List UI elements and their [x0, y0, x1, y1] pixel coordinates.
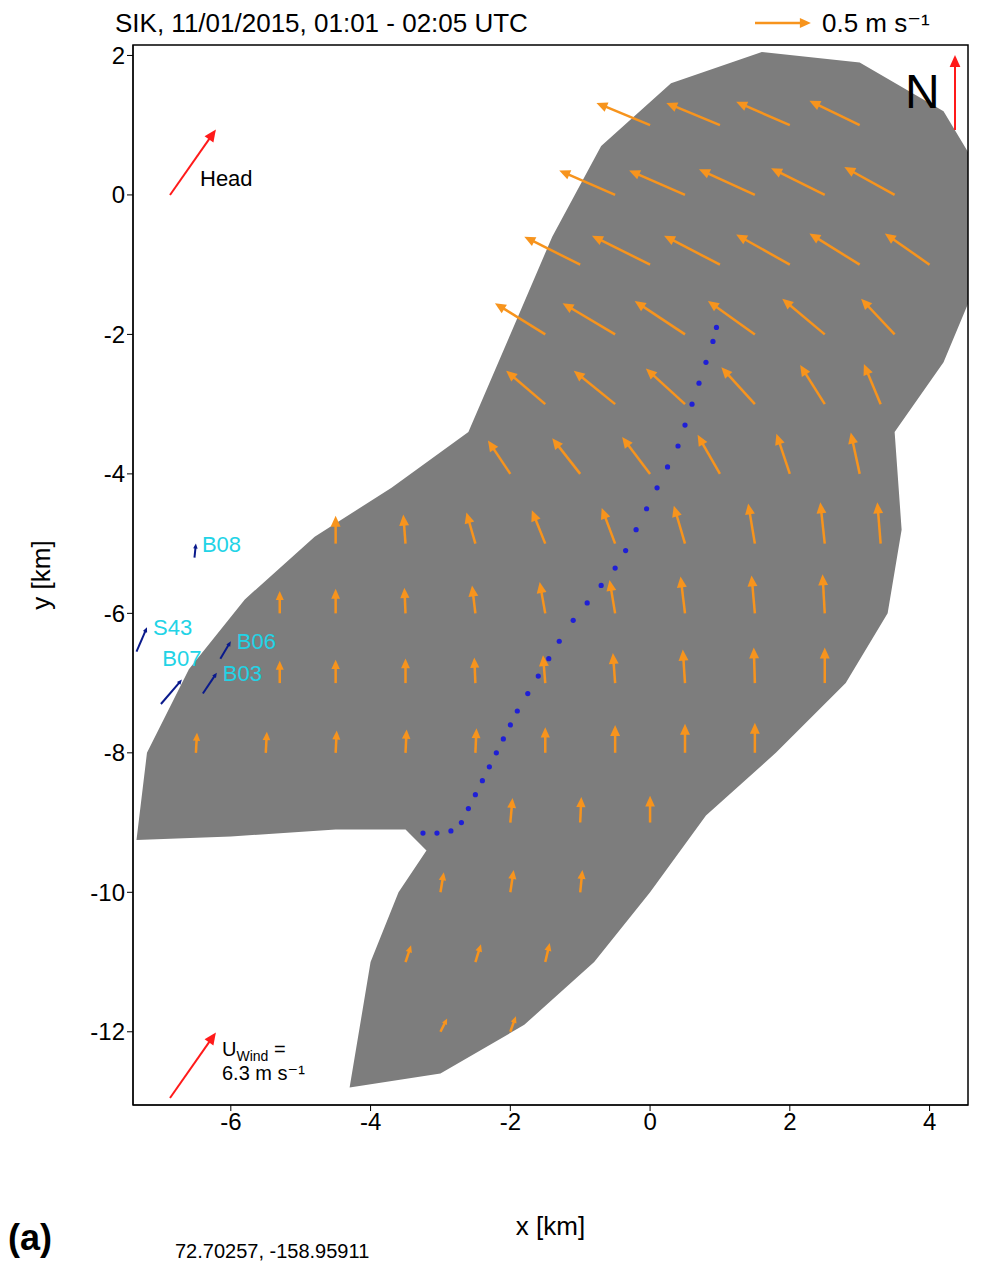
- svg-text:0.5 m s⁻¹: 0.5 m s⁻¹: [822, 8, 930, 38]
- svg-text:72.70257, -158.95911: 72.70257, -158.95911: [175, 1240, 369, 1262]
- svg-text:B08: B08: [202, 532, 241, 557]
- svg-text:4: 4: [923, 1108, 936, 1135]
- svg-text:2: 2: [112, 42, 125, 69]
- svg-text:N: N: [905, 65, 940, 118]
- svg-text:B06: B06: [237, 629, 276, 654]
- svg-text:-2: -2: [500, 1108, 521, 1135]
- svg-text:-12: -12: [90, 1018, 125, 1045]
- svg-text:Head: Head: [200, 166, 253, 191]
- svg-text:S43: S43: [153, 615, 192, 640]
- svg-text:-2: -2: [104, 321, 125, 348]
- svg-text:UWind =: UWind =: [222, 1038, 286, 1064]
- svg-text:y [km]: y [km]: [26, 540, 56, 609]
- svg-text:-4: -4: [104, 460, 125, 487]
- svg-text:2: 2: [783, 1108, 796, 1135]
- svg-text:B07: B07: [162, 646, 201, 671]
- svg-text:(a): (a): [8, 1217, 52, 1258]
- svg-text:-6: -6: [220, 1108, 241, 1135]
- svg-text:6.3 m s⁻¹: 6.3 m s⁻¹: [222, 1062, 305, 1084]
- svg-text:0: 0: [643, 1108, 656, 1135]
- svg-text:-6: -6: [104, 600, 125, 627]
- svg-text:x [km]: x [km]: [516, 1211, 585, 1241]
- svg-text:-8: -8: [104, 739, 125, 766]
- svg-text:SIK, 11/01/2015, 01:01 - 02:05: SIK, 11/01/2015, 01:01 - 02:05 UTC: [115, 8, 528, 38]
- svg-text:0: 0: [112, 181, 125, 208]
- svg-text:-10: -10: [90, 879, 125, 906]
- svg-text:B03: B03: [223, 661, 262, 686]
- svg-text:-4: -4: [360, 1108, 381, 1135]
